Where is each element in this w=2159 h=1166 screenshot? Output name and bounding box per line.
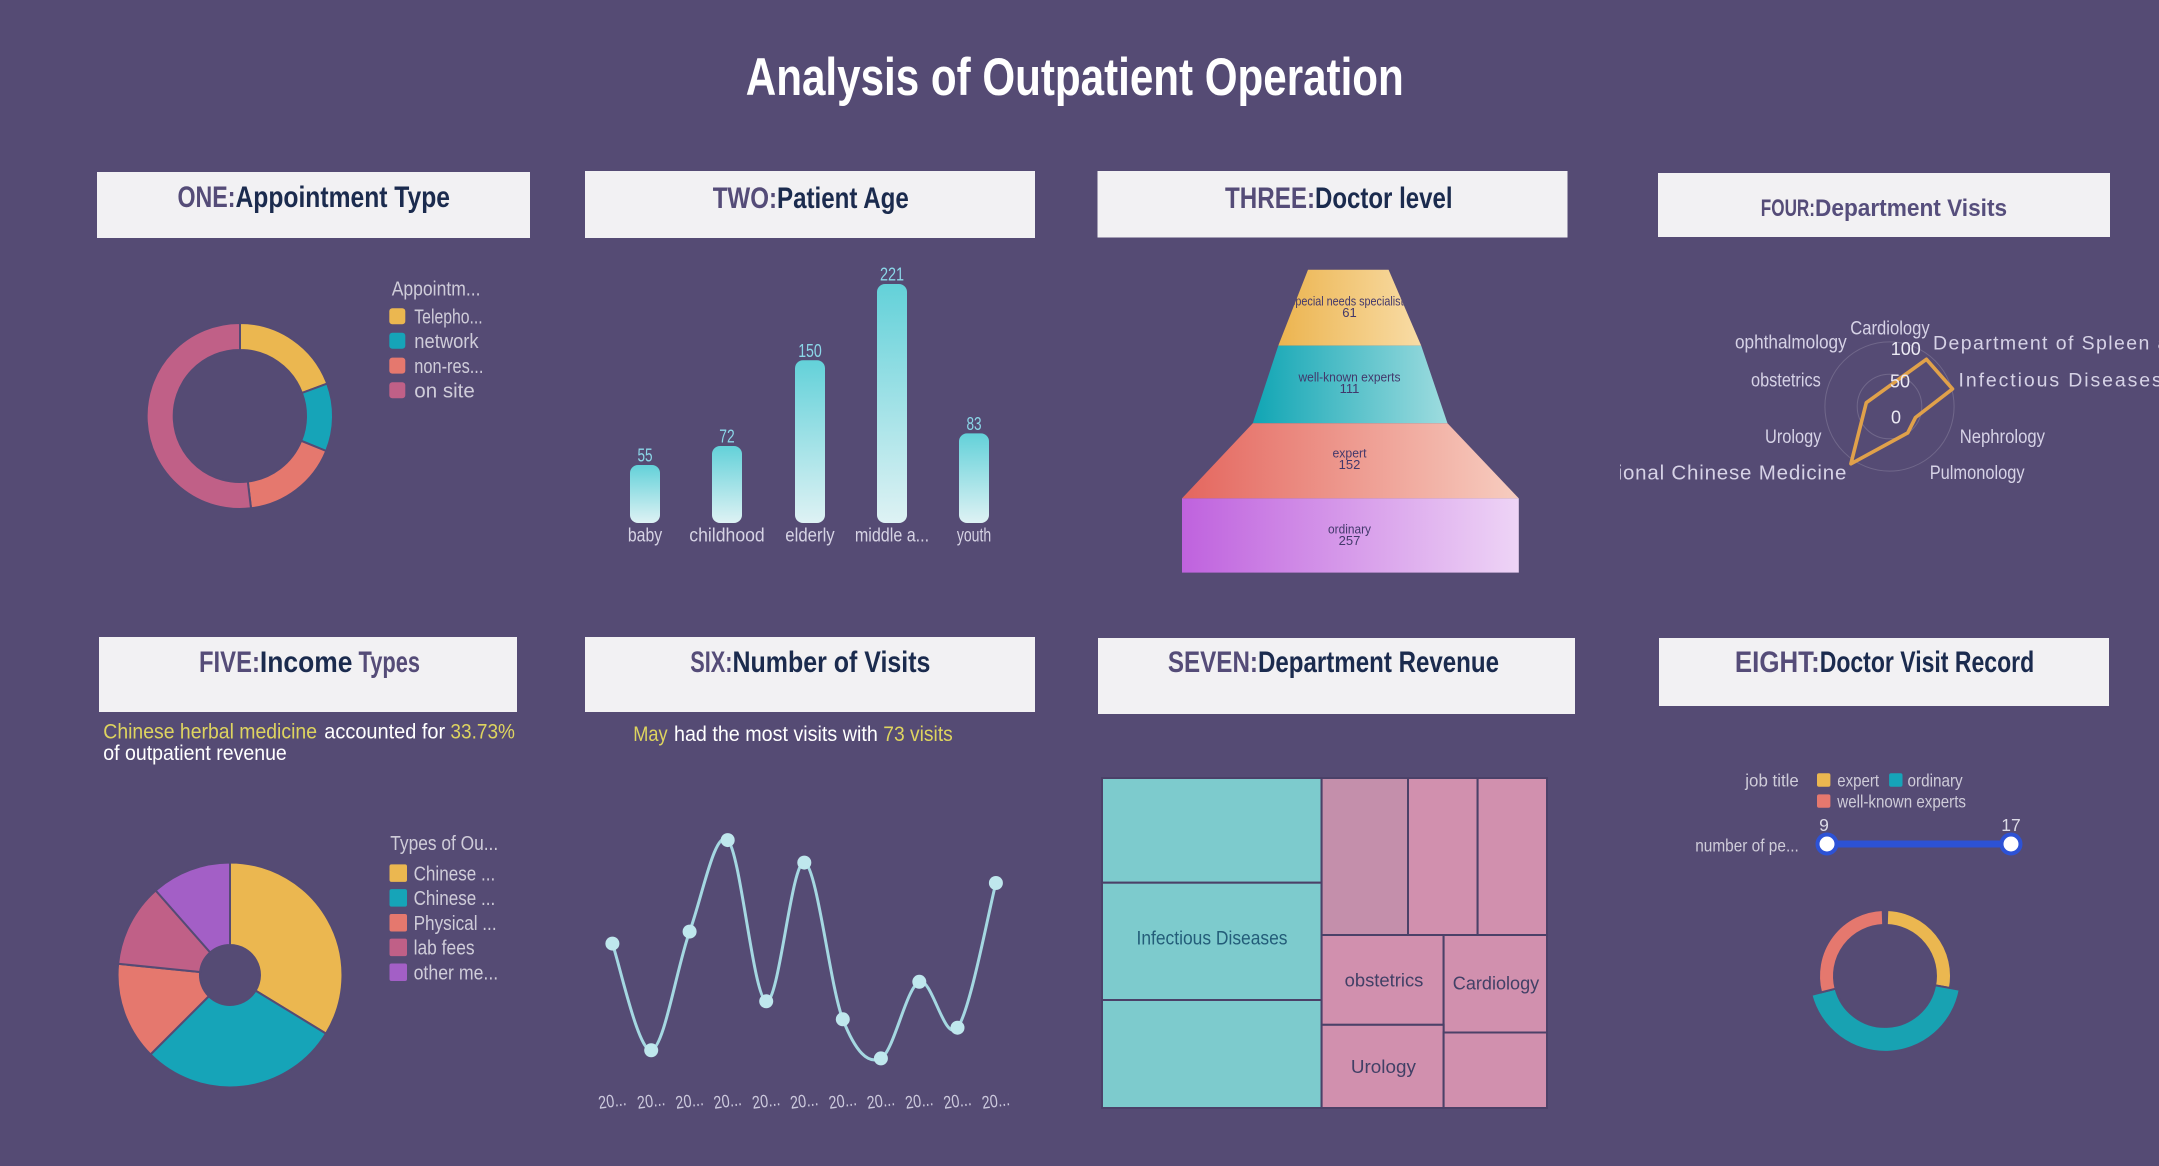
svg-text:youth: youth xyxy=(957,526,991,547)
svg-text:Urology: Urology xyxy=(1765,427,1822,448)
svg-text:Urology: Urology xyxy=(1351,1057,1416,1077)
svg-text:100: 100 xyxy=(1891,339,1921,359)
svg-text:childhood: childhood xyxy=(689,526,764,547)
svg-text:well-known experts: well-known experts xyxy=(1298,369,1401,384)
svg-text:Infectious Diseases Department: Infectious Diseases Department xyxy=(1959,370,2159,392)
svg-text:Number of Visits: Number of Visits xyxy=(733,646,931,679)
svg-text:accounted for: accounted for xyxy=(324,720,445,743)
svg-text:17: 17 xyxy=(2001,815,2020,835)
svg-text:Nephrology: Nephrology xyxy=(1960,427,2046,448)
svg-text:Appointment Type: Appointment Type xyxy=(236,181,451,214)
svg-text:61: 61 xyxy=(1342,305,1356,320)
svg-text:network: network xyxy=(414,331,479,353)
svg-text:55: 55 xyxy=(637,446,652,466)
svg-text:257: 257 xyxy=(1339,533,1361,548)
svg-text:150: 150 xyxy=(798,341,822,361)
svg-text:Department Revenue: Department Revenue xyxy=(1258,646,1499,679)
svg-text:Traditional Chinese Medicine: Traditional Chinese Medicine xyxy=(1561,462,1847,485)
svg-text:20...: 20... xyxy=(712,1089,743,1113)
svg-text:Chinese ...: Chinese ... xyxy=(414,863,496,885)
svg-text:ONE:: ONE: xyxy=(178,181,236,214)
svg-text:20...: 20... xyxy=(904,1089,935,1113)
svg-text:20...: 20... xyxy=(942,1089,973,1113)
svg-text:well-known experts: well-known experts xyxy=(1836,792,1966,812)
svg-text:other me...: other me... xyxy=(414,963,499,985)
svg-text:had the most visits with: had the most visits with xyxy=(674,723,878,746)
svg-text:special needs specialists: special needs specialists xyxy=(1290,294,1409,309)
svg-text:111: 111 xyxy=(1340,381,1360,396)
svg-text:expert: expert xyxy=(1837,770,1879,790)
svg-text:Cardiology: Cardiology xyxy=(1850,319,1930,340)
svg-text:Income: Income xyxy=(260,646,353,679)
svg-text:non-res...: non-res... xyxy=(414,356,483,378)
svg-text:20...: 20... xyxy=(636,1089,667,1113)
svg-text:72: 72 xyxy=(719,427,734,447)
svg-text:Chinese herbal medicine: Chinese herbal medicine xyxy=(103,720,317,743)
svg-text:middle a...: middle a... xyxy=(855,526,929,547)
svg-text:TWO:: TWO: xyxy=(713,182,777,215)
svg-text:elderly: elderly xyxy=(785,526,835,547)
svg-text:20...: 20... xyxy=(827,1089,858,1113)
svg-text:Patient Age: Patient Age xyxy=(777,182,909,215)
svg-text:Infectious Diseases: Infectious Diseases xyxy=(1137,929,1288,950)
svg-text:FOUR:: FOUR: xyxy=(1761,195,1815,222)
svg-text:Pulmonology: Pulmonology xyxy=(1930,463,2025,484)
svg-text:ophthalmology: ophthalmology xyxy=(1735,333,1847,354)
svg-text:Doctor level: Doctor level xyxy=(1315,182,1453,215)
svg-text:20...: 20... xyxy=(751,1089,782,1113)
svg-text:Telepho...: Telepho... xyxy=(414,306,482,328)
svg-text:20...: 20... xyxy=(981,1089,1012,1113)
svg-text:33.73%: 33.73% xyxy=(450,720,515,743)
svg-text:83: 83 xyxy=(966,414,981,434)
svg-text:Department Visits: Department Visits xyxy=(1815,195,2007,222)
svg-text:Appointm...: Appointm... xyxy=(392,279,481,301)
svg-text:THREE:: THREE: xyxy=(1225,182,1315,215)
svg-text:20...: 20... xyxy=(674,1089,705,1113)
svg-text:number of pe...: number of pe... xyxy=(1695,836,1799,856)
svg-text:Types: Types xyxy=(352,646,420,679)
svg-text:20...: 20... xyxy=(866,1089,897,1113)
svg-text:FIVE:: FIVE: xyxy=(199,646,260,679)
svg-text:lab fees: lab fees xyxy=(414,938,475,960)
svg-text:obstetrics: obstetrics xyxy=(1345,971,1424,991)
svg-text:152: 152 xyxy=(1339,457,1361,472)
svg-text:221: 221 xyxy=(880,265,904,285)
svg-text:ordinary: ordinary xyxy=(1328,522,1371,537)
svg-text:50: 50 xyxy=(1890,371,1910,391)
svg-text:May: May xyxy=(633,723,668,746)
svg-text:on site: on site xyxy=(414,380,475,402)
svg-text:SEVEN:: SEVEN: xyxy=(1168,646,1258,679)
svg-text:SIX:: SIX: xyxy=(690,646,732,679)
svg-text:20...: 20... xyxy=(597,1089,628,1113)
svg-text:expert: expert xyxy=(1333,445,1367,460)
svg-text:EIGHT:: EIGHT: xyxy=(1735,646,1820,679)
svg-text:Analysis of Outpatient Operati: Analysis of Outpatient Operation xyxy=(746,48,1404,107)
svg-text:Types of Ou...: Types of Ou... xyxy=(390,833,498,855)
svg-text:20...: 20... xyxy=(789,1089,820,1113)
svg-text:obstetrics: obstetrics xyxy=(1751,371,1821,392)
svg-text:Chinese ...: Chinese ... xyxy=(414,888,496,910)
svg-text:Department of Spleen and Stoma: Department of Spleen and Stomach Disease… xyxy=(1933,333,2159,355)
svg-text:Cardiology: Cardiology xyxy=(1453,974,1539,994)
svg-text:of outpatient revenue: of outpatient revenue xyxy=(103,742,286,765)
svg-text:0: 0 xyxy=(1891,408,1901,428)
svg-text:Physical ...: Physical ... xyxy=(414,913,497,935)
svg-text:Doctor Visit Record: Doctor Visit Record xyxy=(1820,646,2035,679)
svg-text:job title: job title xyxy=(1744,770,1798,790)
svg-text:73 visits: 73 visits xyxy=(883,723,953,746)
svg-text:baby: baby xyxy=(628,526,663,547)
svg-text:ordinary: ordinary xyxy=(1908,770,1963,790)
svg-text:9: 9 xyxy=(1819,815,1829,835)
